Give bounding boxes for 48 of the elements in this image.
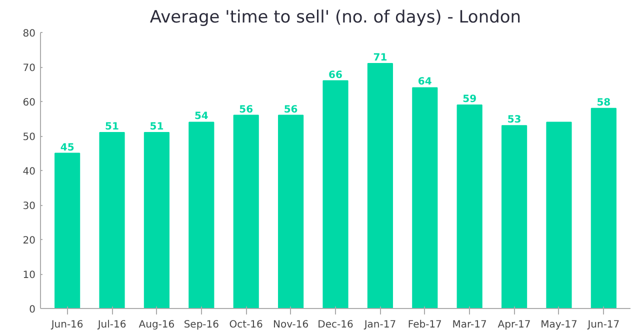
x-tick-label: Jun-17 — [586, 320, 620, 330]
bar — [278, 114, 304, 308]
x-tick-label: Jan-17 — [363, 320, 396, 330]
bar — [99, 132, 125, 308]
x-tick-label: Jul-16 — [96, 320, 126, 330]
data-label: 53 — [507, 114, 522, 126]
bar — [412, 87, 438, 308]
bar — [322, 80, 348, 308]
data-label: 58 — [596, 97, 611, 108]
bar — [367, 63, 393, 308]
y-tick-label: 50 — [22, 132, 36, 143]
x-tick-label: Mar-17 — [452, 320, 487, 330]
bar — [144, 132, 170, 308]
bar — [501, 125, 528, 308]
x-tick-label: Apr-17 — [498, 320, 531, 330]
x-tick-label: Nov-16 — [273, 320, 309, 330]
data-label: 45 — [60, 142, 74, 154]
x-tick-label: Sep-16 — [184, 320, 220, 330]
y-tick-label: 60 — [22, 98, 36, 108]
y-tick-label: 30 — [22, 201, 36, 212]
y-tick-label: 80 — [22, 28, 36, 40]
x-tick-label: Dec-16 — [318, 320, 354, 330]
x-tick-label: Oct-16 — [229, 320, 263, 330]
x-tick-label: Jun-16 — [50, 320, 84, 330]
x-tick-label: Feb-17 — [408, 320, 442, 330]
bar — [54, 152, 80, 308]
y-tick-label: 0 — [29, 304, 36, 316]
y-tick-label: 70 — [22, 63, 36, 74]
y-tick-label: 10 — [22, 270, 36, 281]
data-label: 71 — [373, 52, 388, 64]
data-label: 51 — [150, 122, 164, 133]
y-tick-label: 20 — [22, 236, 36, 246]
bar — [456, 104, 482, 308]
bar — [188, 122, 214, 308]
x-tick-label: May-17 — [540, 320, 578, 330]
x-tick-label: Aug-16 — [138, 320, 175, 330]
data-label: 56 — [284, 104, 298, 116]
data-label: 59 — [462, 94, 477, 105]
bar — [233, 114, 259, 308]
bar — [546, 122, 572, 308]
data-label: 51 — [105, 122, 120, 133]
y-tick-label: 40 — [22, 166, 36, 178]
chart-title: Average 'time to sell' (no. of days) - London — [150, 8, 522, 28]
data-label: 64 — [418, 76, 432, 88]
bar — [590, 108, 616, 308]
data-label: 66 — [328, 70, 342, 81]
data-label: 56 — [239, 104, 254, 116]
data-label: 54 — [194, 111, 208, 122]
